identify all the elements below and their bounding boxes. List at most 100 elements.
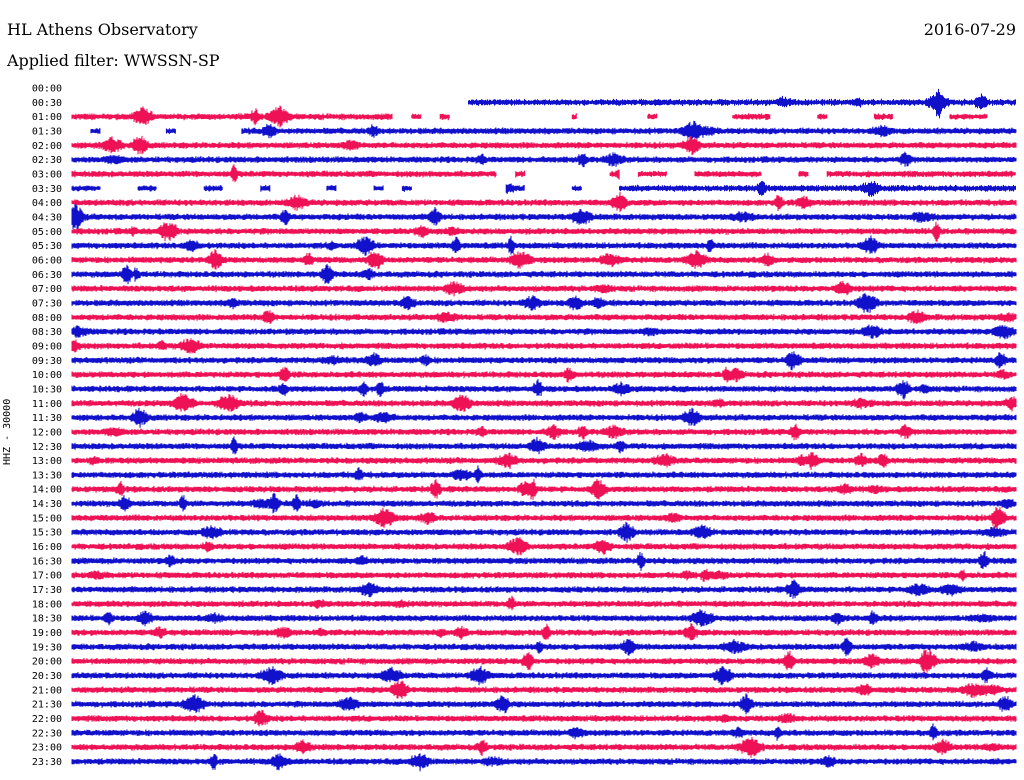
time-tick-label: 11:00 bbox=[32, 399, 62, 410]
time-tick-label: 05:00 bbox=[32, 227, 62, 238]
trace-segment bbox=[71, 680, 1017, 699]
trace-segment bbox=[71, 309, 1017, 324]
time-tick-label: 19:00 bbox=[32, 628, 62, 639]
trace-segment bbox=[71, 351, 1017, 371]
time-tick-label: 06:00 bbox=[32, 255, 62, 266]
trace-segment bbox=[468, 88, 1016, 119]
trace-segment bbox=[71, 693, 1017, 715]
time-tick-label: 08:30 bbox=[32, 327, 62, 338]
time-tick-label: 14:30 bbox=[32, 499, 62, 510]
time-tick-label: 23:30 bbox=[32, 757, 62, 768]
time-tick-label: 21:00 bbox=[32, 685, 62, 696]
trace-segment bbox=[71, 521, 1017, 543]
time-tick-label: 04:30 bbox=[32, 212, 62, 223]
time-tick-label: 03:00 bbox=[32, 169, 62, 180]
trace-segment bbox=[71, 436, 1017, 455]
time-tick-label: 10:00 bbox=[32, 370, 62, 381]
trace-segment bbox=[71, 568, 1017, 582]
trace-segment bbox=[439, 113, 450, 121]
time-tick-label: 09:00 bbox=[32, 341, 62, 352]
record-date: 2016-07-29 bbox=[923, 20, 1016, 39]
trace-segment bbox=[71, 579, 1017, 599]
trace-segment bbox=[71, 203, 1017, 230]
trace-segment bbox=[411, 113, 422, 120]
trace-segment bbox=[71, 723, 1017, 741]
trace-segment bbox=[165, 128, 176, 134]
trace-segment bbox=[71, 451, 1017, 471]
trace-segment bbox=[71, 407, 1017, 428]
trace-segment bbox=[71, 665, 1017, 686]
trace-segment bbox=[71, 465, 1017, 484]
trace-segment bbox=[609, 169, 620, 180]
trace-segment bbox=[71, 324, 1017, 340]
time-tick-labels: 00:00 00:30 01:00 01:30 02:00 02:30 03:00 03:30… bbox=[32, 84, 62, 769]
time-tick-label: 10:30 bbox=[32, 384, 62, 395]
trace-segment bbox=[637, 170, 667, 177]
time-tick-label: 16:00 bbox=[32, 542, 62, 553]
time-tick-label: 23:00 bbox=[32, 743, 62, 754]
trace-segment bbox=[401, 185, 412, 192]
trace-segment bbox=[71, 492, 1017, 514]
time-tick-label: 09:30 bbox=[32, 356, 62, 367]
trace-segment bbox=[949, 113, 988, 120]
trace-segment bbox=[71, 235, 1017, 256]
trace-segment bbox=[71, 537, 1017, 556]
trace-segment bbox=[71, 392, 1017, 412]
trace-segment bbox=[71, 595, 1017, 611]
trace-segment bbox=[826, 170, 1016, 178]
time-tick-label: 02:00 bbox=[32, 141, 62, 152]
trace-segment bbox=[873, 113, 893, 121]
trace-segment bbox=[732, 113, 771, 121]
time-tick-label: 12:00 bbox=[32, 427, 62, 438]
trace-segment bbox=[373, 185, 384, 191]
time-tick-label: 22:00 bbox=[32, 714, 62, 725]
trace-segment bbox=[619, 180, 1016, 197]
time-tick-label: 22:30 bbox=[32, 728, 62, 739]
trace-segment bbox=[71, 338, 1017, 354]
time-tick-label: 15:30 bbox=[32, 528, 62, 539]
trace-segment bbox=[90, 127, 101, 134]
station-title: HL Athens Observatory bbox=[7, 20, 198, 39]
trace-segment bbox=[71, 221, 1017, 242]
trace-segment bbox=[71, 249, 1017, 270]
trace-segment bbox=[71, 423, 1017, 441]
time-tick-label: 00:30 bbox=[32, 98, 62, 109]
time-tick-label: 20:00 bbox=[32, 657, 62, 668]
trace-segment bbox=[137, 185, 157, 192]
trace-segment bbox=[260, 184, 271, 192]
trace-segment bbox=[71, 506, 1017, 531]
trace-segment bbox=[71, 280, 1017, 297]
time-tick-label: 01:30 bbox=[32, 126, 62, 137]
trace-segment bbox=[71, 609, 1017, 627]
time-tick-label: 15:00 bbox=[32, 513, 62, 524]
trace-segment bbox=[571, 113, 577, 120]
time-tick-label: 07:30 bbox=[32, 298, 62, 309]
time-tick-label: 06:30 bbox=[32, 270, 62, 281]
time-tick-label: 20:30 bbox=[32, 671, 62, 682]
trace-segment bbox=[71, 105, 393, 128]
time-tick-label: 01:00 bbox=[32, 112, 62, 123]
trace-segment bbox=[71, 263, 1017, 285]
time-tick-label: 12:30 bbox=[32, 442, 62, 453]
trace-segment bbox=[71, 191, 1017, 212]
filter-label: Applied filter: WWSSN-SP bbox=[7, 51, 220, 70]
trace-segment bbox=[694, 170, 762, 178]
time-tick-label: 13:30 bbox=[32, 470, 62, 481]
time-tick-label: 13:00 bbox=[32, 456, 62, 467]
trace-segment bbox=[241, 120, 1017, 140]
trace-segment bbox=[71, 550, 1017, 571]
trace-segment bbox=[71, 753, 1017, 772]
trace-segment bbox=[817, 113, 828, 120]
trace-segment bbox=[71, 164, 497, 183]
trace-segment bbox=[71, 185, 101, 192]
time-tick-label: 03:30 bbox=[32, 184, 62, 195]
trace-segment bbox=[71, 135, 1017, 156]
time-tick-label: 08:00 bbox=[32, 313, 62, 324]
trace-segment bbox=[71, 293, 1017, 313]
trace-segment bbox=[71, 649, 1017, 674]
trace-segment bbox=[71, 637, 1017, 657]
trace-segment bbox=[71, 623, 1017, 641]
trace-segment bbox=[71, 736, 1017, 758]
trace-segment bbox=[515, 170, 526, 178]
